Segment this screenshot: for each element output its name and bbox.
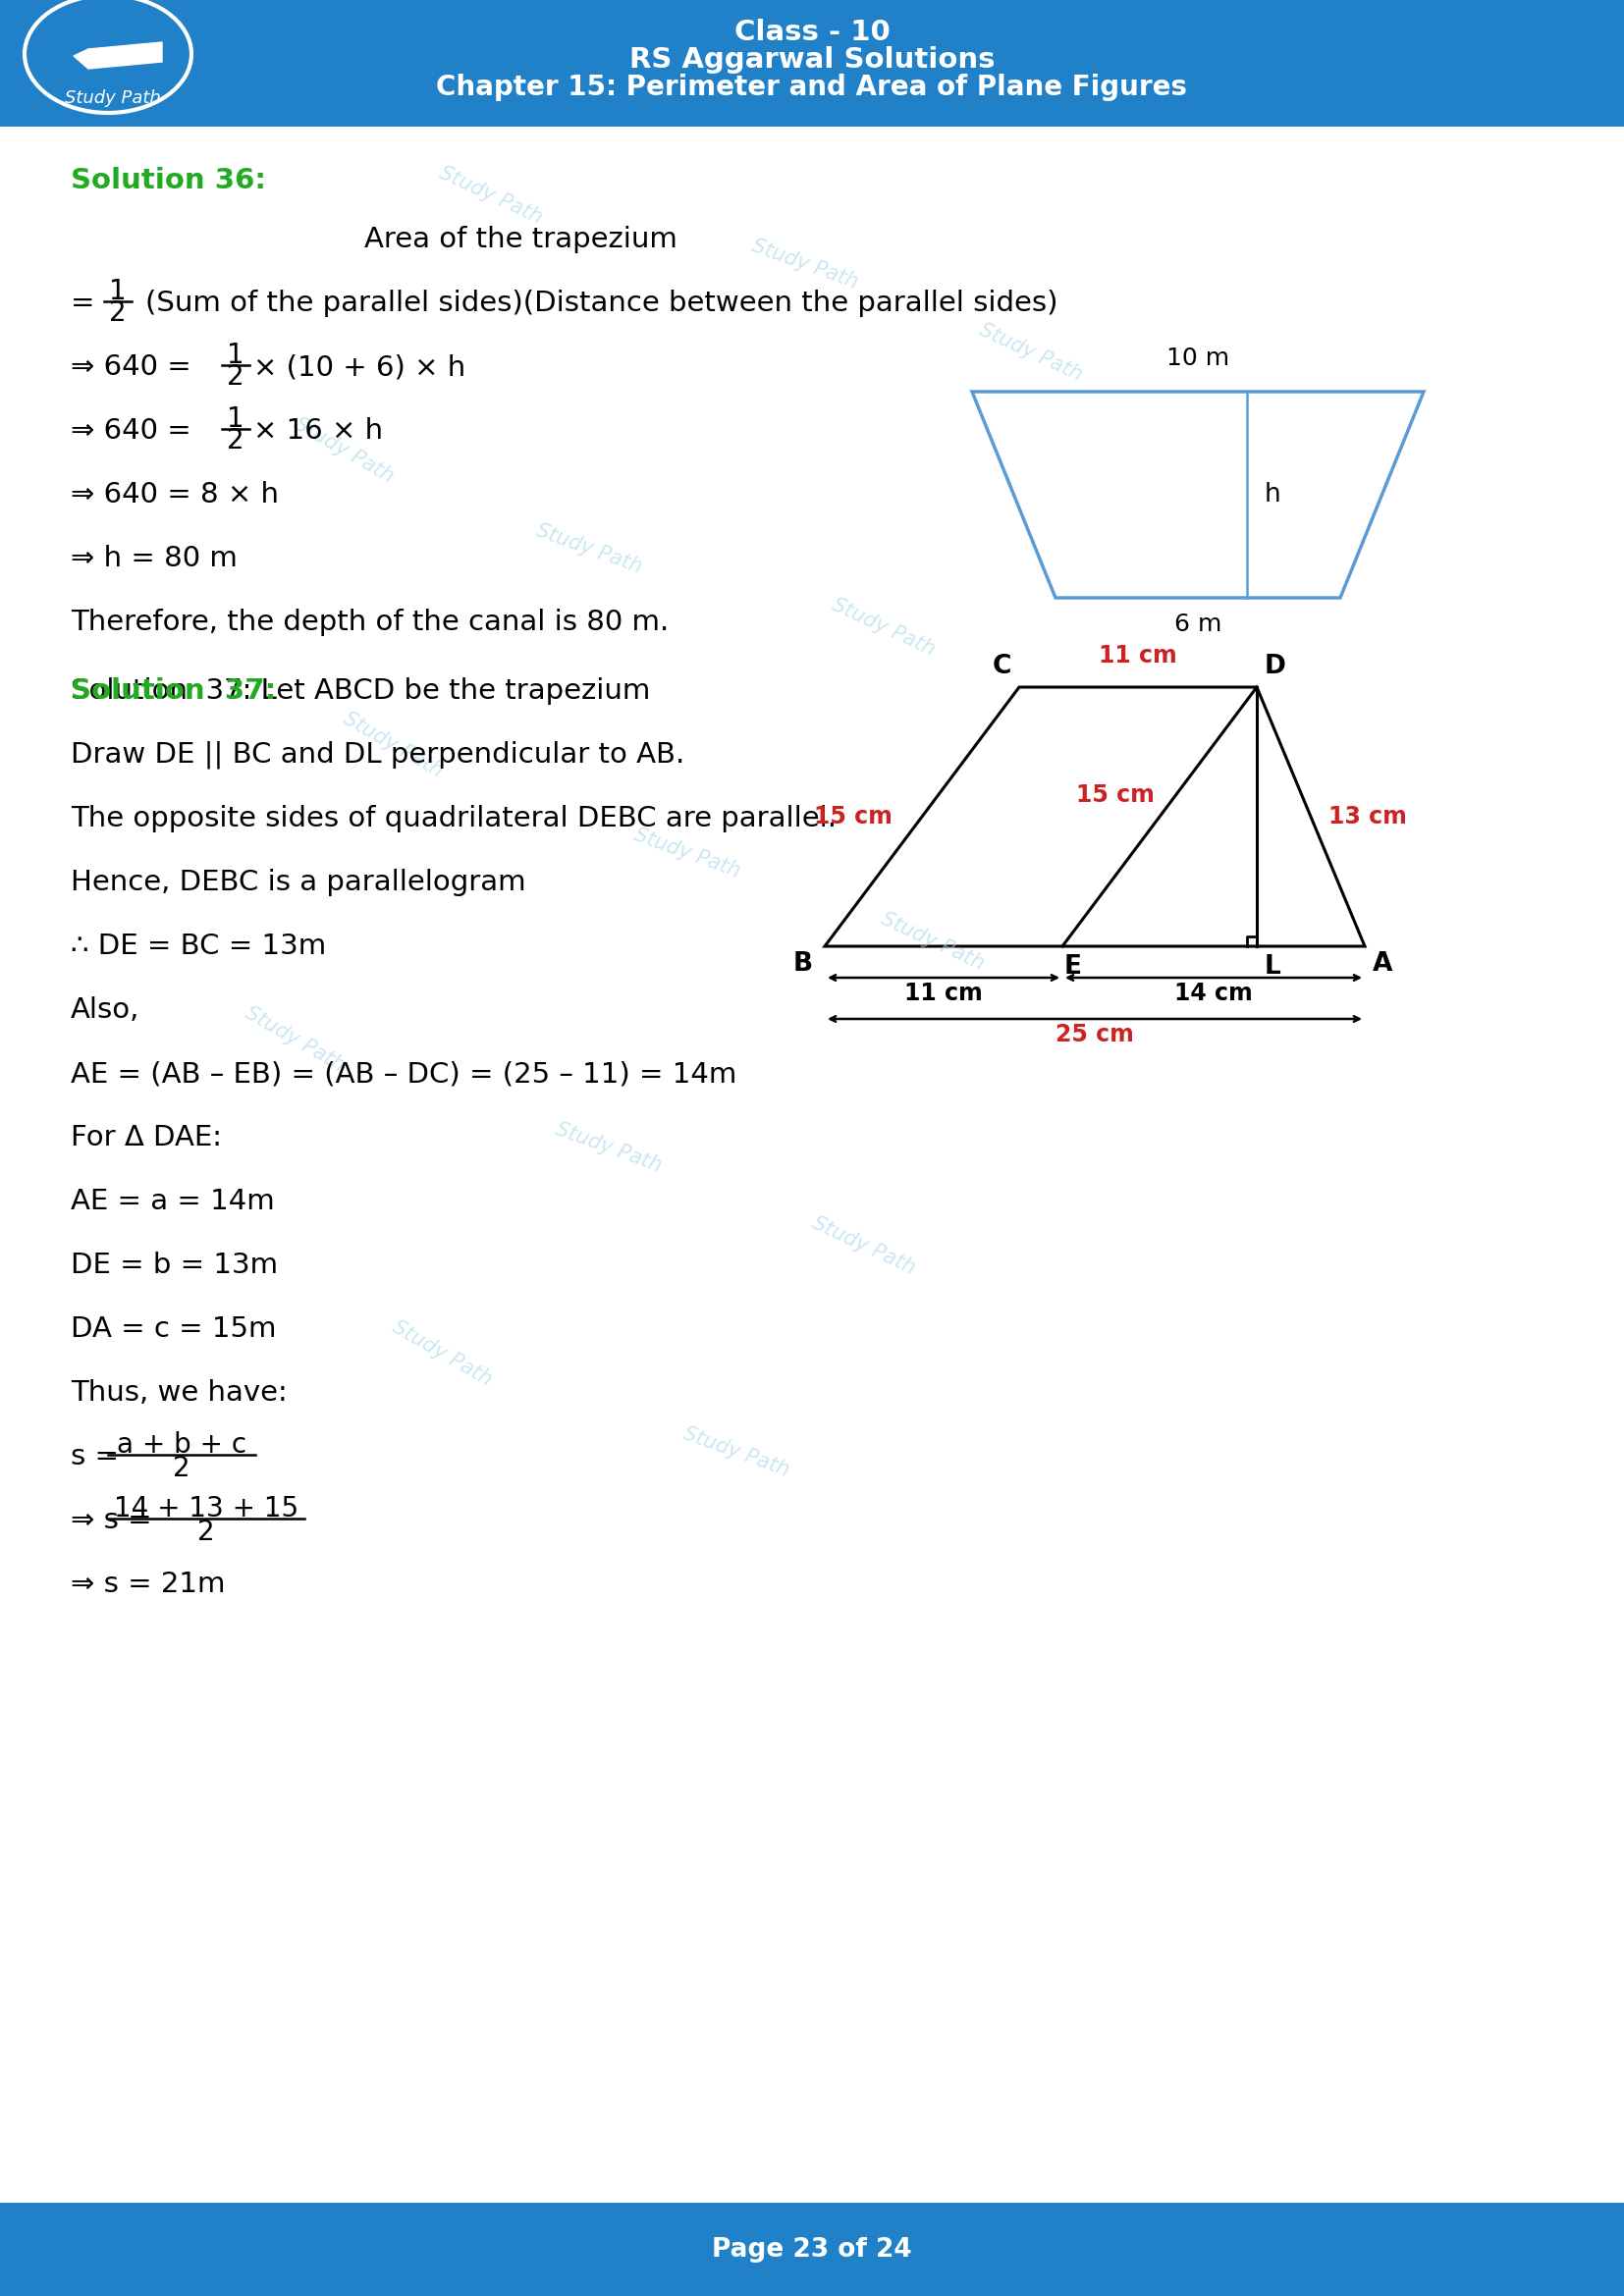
Text: Study Path: Study Path xyxy=(437,163,546,227)
Text: ⇒ s =: ⇒ s = xyxy=(71,1506,151,1534)
Text: 11 cm: 11 cm xyxy=(1099,643,1177,668)
Text: Solution  37: Let ABCD be the trapezium: Solution 37: Let ABCD be the trapezium xyxy=(71,677,650,705)
Text: Chapter 15: Perimeter and Area of Plane Figures: Chapter 15: Perimeter and Area of Plane … xyxy=(437,73,1187,101)
Polygon shape xyxy=(88,41,162,69)
Text: Study Path: Study Path xyxy=(809,1212,919,1279)
Text: Draw DE || BC and DL perpendicular to AB.: Draw DE || BC and DL perpendicular to AB… xyxy=(71,742,685,769)
Text: AE = (AB – EB) = (AB – DC) = (25 – 11) = 14m: AE = (AB – EB) = (AB – DC) = (25 – 11) =… xyxy=(71,1061,737,1088)
Text: Study Path: Study Path xyxy=(632,824,744,882)
Text: DE = b = 13m: DE = b = 13m xyxy=(71,1251,278,1279)
Text: (Sum of the parallel sides)(Distance between the parallel sides): (Sum of the parallel sides)(Distance bet… xyxy=(145,289,1057,317)
Text: Solution 36:: Solution 36: xyxy=(71,168,266,195)
Text: s =: s = xyxy=(71,1442,119,1469)
Text: AE = a = 14m: AE = a = 14m xyxy=(71,1187,274,1215)
Text: ⇒ 640 = 8 × h: ⇒ 640 = 8 × h xyxy=(71,480,279,507)
Bar xyxy=(0,2202,1624,2296)
Bar xyxy=(0,0,1624,126)
Text: 6 m: 6 m xyxy=(1174,613,1221,636)
Text: 2: 2 xyxy=(174,1456,190,1483)
Text: Study Path: Study Path xyxy=(680,1424,793,1481)
Text: For Δ DAE:: For Δ DAE: xyxy=(71,1125,222,1150)
Text: RS Aggarwal Solutions: RS Aggarwal Solutions xyxy=(628,46,996,73)
Text: Study Path: Study Path xyxy=(339,709,447,781)
Text: Area of the trapezium: Area of the trapezium xyxy=(364,225,677,253)
Text: Hence, DEBC is a parallelogram: Hence, DEBC is a parallelogram xyxy=(71,868,526,895)
Text: ⇒ h = 80 m: ⇒ h = 80 m xyxy=(71,544,237,572)
Text: 14 cm: 14 cm xyxy=(1174,983,1252,1006)
Text: 1: 1 xyxy=(227,406,244,434)
Polygon shape xyxy=(73,48,88,69)
Text: Study Path: Study Path xyxy=(749,236,861,292)
Text: Therefore, the depth of the canal is 80 m.: Therefore, the depth of the canal is 80 … xyxy=(71,608,669,636)
Text: 2: 2 xyxy=(227,427,244,455)
Text: 15 cm: 15 cm xyxy=(814,806,893,829)
Text: 14 + 13 + 15: 14 + 13 + 15 xyxy=(114,1495,299,1522)
Text: Also,: Also, xyxy=(71,996,140,1024)
Text: B: B xyxy=(793,951,814,976)
Text: L: L xyxy=(1265,955,1281,980)
Text: Study Path: Study Path xyxy=(242,1003,348,1077)
Text: a + b + c: a + b + c xyxy=(117,1430,247,1458)
Text: Study Path: Study Path xyxy=(291,413,396,487)
Text: Solution  37:: Solution 37: xyxy=(71,677,276,705)
Text: × (10 + 6) × h: × (10 + 6) × h xyxy=(253,354,466,381)
Text: × 16 × h: × 16 × h xyxy=(253,418,383,445)
Text: Study Path: Study Path xyxy=(828,595,939,659)
Text: E: E xyxy=(1064,955,1082,980)
Text: ⇒ s = 21m: ⇒ s = 21m xyxy=(71,1570,226,1598)
Text: Study Path: Study Path xyxy=(533,521,645,576)
Text: h: h xyxy=(1265,482,1281,507)
Text: C: C xyxy=(992,654,1012,680)
Text: Page 23 of 24: Page 23 of 24 xyxy=(711,2236,913,2262)
Text: 25 cm: 25 cm xyxy=(1056,1022,1134,1047)
Text: 2: 2 xyxy=(198,1518,214,1545)
Text: =: = xyxy=(71,289,94,317)
Text: 13 cm: 13 cm xyxy=(1328,806,1406,829)
Text: 1: 1 xyxy=(109,278,127,305)
Text: 10 m: 10 m xyxy=(1166,347,1229,370)
Text: DA = c = 15m: DA = c = 15m xyxy=(71,1316,276,1343)
Text: Study Path: Study Path xyxy=(879,909,987,974)
Text: 1: 1 xyxy=(227,342,244,370)
Text: Study Path: Study Path xyxy=(554,1118,664,1176)
Text: 2: 2 xyxy=(227,363,244,390)
Text: A: A xyxy=(1372,951,1393,976)
Text: ⇒ 640 =: ⇒ 640 = xyxy=(71,354,192,381)
Text: Study Path: Study Path xyxy=(976,319,1086,386)
Text: D: D xyxy=(1265,654,1286,680)
Text: 15 cm: 15 cm xyxy=(1077,783,1155,806)
Text: Class - 10: Class - 10 xyxy=(734,18,890,46)
Text: ∴ DE = BC = 13m: ∴ DE = BC = 13m xyxy=(71,932,326,960)
Text: Study Path: Study Path xyxy=(388,1318,495,1389)
Text: Thus, we have:: Thus, we have: xyxy=(71,1380,287,1407)
Text: 11 cm: 11 cm xyxy=(905,983,983,1006)
Text: The opposite sides of quadrilateral DEBC are parallel.: The opposite sides of quadrilateral DEBC… xyxy=(71,806,836,833)
Text: Study Path: Study Path xyxy=(65,90,161,108)
Text: 2: 2 xyxy=(109,298,127,326)
Text: ⇒ 640 =: ⇒ 640 = xyxy=(71,418,192,445)
